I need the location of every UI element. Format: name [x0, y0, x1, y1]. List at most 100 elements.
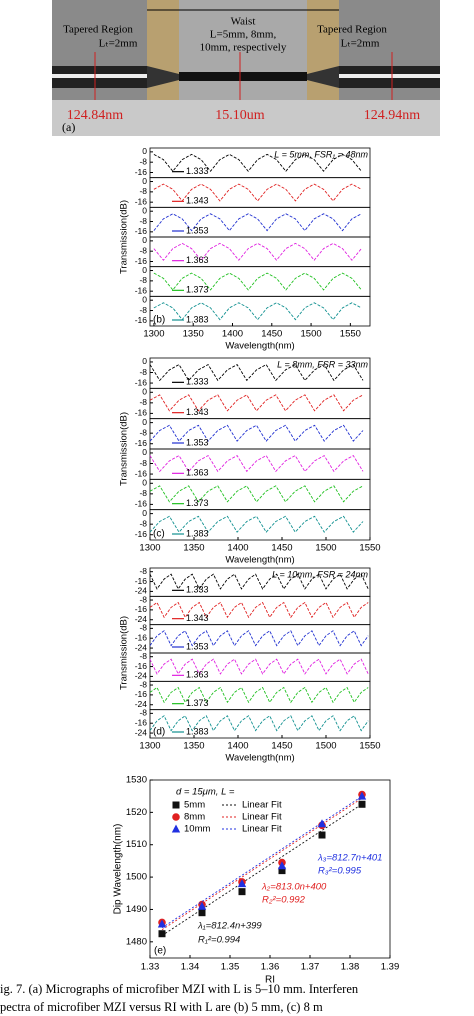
- annotation: λ₂=813.0n+400: [261, 882, 327, 893]
- label: 10mm, respectively: [200, 42, 287, 54]
- y-tick-label: 0: [142, 508, 147, 518]
- y-tick-label: -16: [135, 499, 148, 509]
- y-tick-label: -8: [139, 245, 147, 255]
- y-tick-label: -8: [139, 275, 147, 285]
- y-tick-label: 0: [142, 356, 147, 366]
- x-tick-label: 1300: [143, 329, 164, 340]
- annotation: λ₁=812.4n+399: [197, 921, 262, 932]
- x-tick-label: 1450: [261, 329, 282, 340]
- legend-label: 1.373: [186, 698, 209, 708]
- y-tick-label: -16: [135, 256, 148, 266]
- spectrum: [149, 485, 364, 503]
- diameter: 15.10um: [215, 108, 265, 123]
- panel-frame: [149, 387, 371, 420]
- legend-label: 1.333: [186, 166, 209, 176]
- y-tick-label: -8: [139, 708, 147, 718]
- panel-label: (b): [153, 315, 165, 326]
- legend-label: 1.343: [186, 613, 209, 623]
- x-tick-label: 1450: [271, 543, 292, 554]
- annotation: λ₃=812.7n+401: [317, 853, 382, 864]
- panel-frame: [149, 448, 371, 480]
- y-tick-label: 0: [142, 387, 147, 397]
- point: [197, 901, 207, 910]
- legend-label: 1.363: [186, 468, 209, 478]
- label: Tapered Region: [317, 24, 387, 36]
- x-tick-label: 1.37: [301, 962, 320, 973]
- x-tick-label: 1550: [340, 329, 361, 340]
- y-axis-label: Transmission(dB): [119, 200, 130, 274]
- spectrum: [149, 424, 364, 442]
- annotation: L = 8mm, FSR = 33nm: [277, 359, 368, 369]
- y-tick-label: -16: [135, 285, 148, 295]
- y-tick-label: 0: [142, 176, 147, 186]
- y-tick-label: -8: [139, 216, 147, 226]
- legend-label: 1.373: [186, 285, 209, 295]
- y-tick-label: 1480: [126, 936, 147, 947]
- legend-marker: [171, 824, 181, 833]
- diameter: 124.94nm: [364, 108, 421, 123]
- panel-frame: [149, 680, 371, 711]
- spectrum: [153, 302, 362, 321]
- y-tick-label: -8: [139, 186, 147, 196]
- caption: pectra of microfiber MZI versus RI with …: [0, 1000, 323, 1014]
- panel-frame: [149, 177, 371, 208]
- y-tick-label: -24: [135, 727, 148, 737]
- spectrum: [153, 242, 362, 261]
- label: Tapered Region: [63, 24, 133, 36]
- y-tick-label: -16: [135, 529, 148, 539]
- x-tick-label: 1450: [271, 741, 292, 752]
- spectrum: [153, 272, 362, 291]
- annotation: R₁²=0.994: [198, 935, 240, 946]
- y-tick-label: 0: [142, 447, 147, 457]
- y-tick-label: -24: [135, 699, 148, 709]
- y-tick-label: -8: [139, 651, 147, 661]
- panel-frame: [149, 595, 371, 626]
- y-tick-label: -16: [135, 632, 148, 642]
- y-tick-label: 1500: [126, 872, 147, 883]
- annotation: L = 5mm, FSR₁ = 48nm: [274, 149, 368, 159]
- x-tick-label: 1.35: [221, 962, 240, 973]
- y-tick-label: 1510: [126, 839, 147, 850]
- y-tick-label: -8: [139, 518, 147, 528]
- spectrum: [149, 601, 369, 619]
- point: [237, 879, 247, 888]
- y-tick-label: -8: [139, 623, 147, 633]
- y-tick-label: -16: [135, 315, 148, 325]
- diameter: 124.84nm: [67, 108, 124, 123]
- y-tick-label: 0: [142, 417, 147, 427]
- panel-frame: [149, 709, 371, 739]
- x-tick-label: 1550: [359, 741, 380, 752]
- y-tick-label: -16: [135, 576, 148, 586]
- taper: [147, 66, 179, 88]
- x-tick-label: 1500: [315, 741, 336, 752]
- x-tick-label: 1400: [222, 329, 243, 340]
- point: [158, 930, 166, 938]
- spectrum: [149, 573, 369, 590]
- legend-label: 8mm: [184, 812, 205, 823]
- y-tick-label: 0: [142, 478, 147, 488]
- legend-marker: [172, 813, 180, 821]
- legend-label: 1.383: [186, 726, 209, 736]
- point: [358, 800, 366, 808]
- panel-label: (a): [62, 120, 75, 134]
- point: [357, 791, 367, 800]
- legend-marker: [172, 801, 180, 809]
- y-tick-label: 1520: [126, 807, 147, 818]
- x-tick-label: 1500: [301, 329, 322, 340]
- spectrum: [149, 363, 364, 382]
- y-axis-label: Transmission(dB): [119, 616, 130, 690]
- panel-label: (c): [153, 529, 165, 540]
- y-tick-label: -8: [139, 427, 147, 437]
- legend-label: 1.363: [186, 255, 209, 265]
- legend-label: 1.343: [186, 407, 209, 417]
- x-tick-label: 1400: [227, 543, 248, 554]
- y-tick-label: -8: [139, 305, 147, 315]
- waist-image: [179, 0, 307, 100]
- x-tick-label: 1.34: [181, 962, 200, 973]
- spectrum: [149, 715, 369, 732]
- y-tick-label: 1530: [126, 775, 147, 786]
- y-tick-label: 0: [142, 265, 147, 275]
- label: Waist: [231, 16, 256, 28]
- y-tick-label: -8: [139, 367, 147, 377]
- annotation: L = 10mm, FSR = 24nm: [272, 569, 368, 579]
